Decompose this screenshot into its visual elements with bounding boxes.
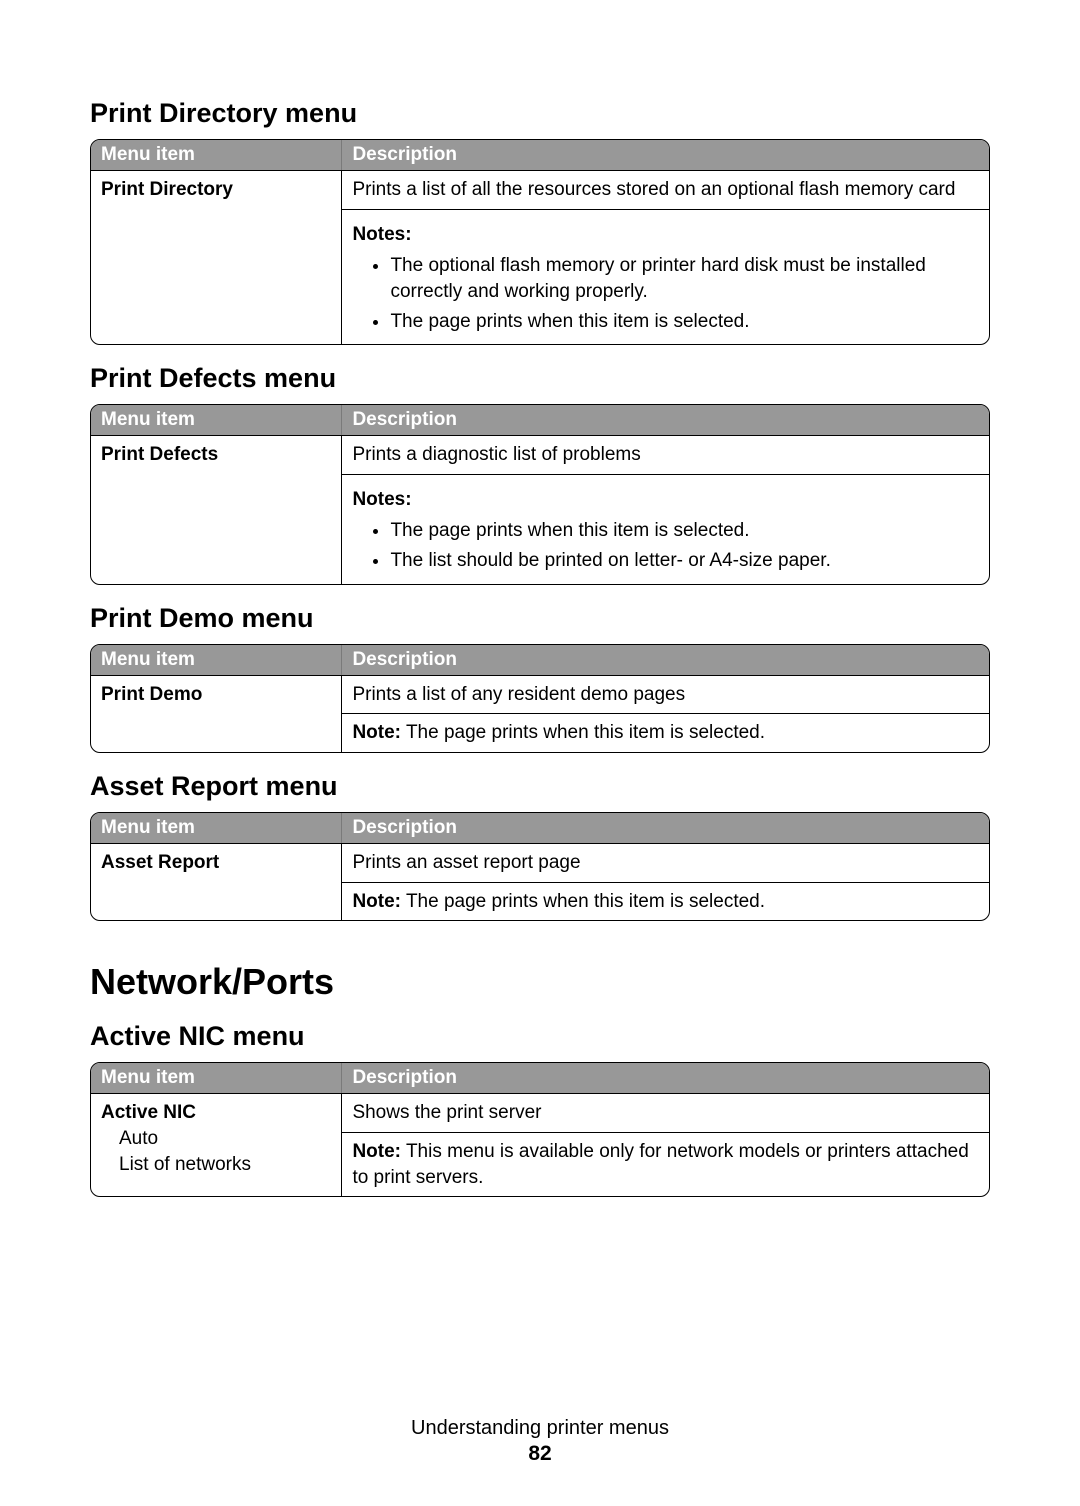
table-header-menu: Menu item [91,405,342,435]
table-header-menu: Menu item [91,813,342,843]
print-demo-item-cell: Print Demo [91,675,342,752]
print-defects-item-cell: Print Defects [91,435,342,584]
print-directory-table: Menu item Description Print Directory Pr… [90,139,990,345]
notes-label: Notes: [352,487,979,513]
print-defects-notes-list: The page prints when this item is select… [352,518,979,573]
active-nic-note-cell: Note: This menu is available only for ne… [342,1132,989,1196]
print-defects-table: Menu item Description Print Defects Prin… [90,404,990,585]
active-nic-table: Menu item Description Active NIC Auto Li… [90,1062,990,1197]
print-defects-desc: Prints a diagnostic list of problems [342,435,989,474]
print-directory-notes-cell: Notes: The optional flash memory or prin… [342,209,989,345]
note-item: The page prints when this item is select… [390,309,979,335]
print-demo-note-cell: Note: The page prints when this item is … [342,713,989,752]
active-nic-sub-list: List of networks [101,1152,331,1178]
active-nic-desc: Shows the print server [342,1093,989,1132]
table-header-menu: Menu item [91,1063,342,1093]
note-item: The optional flash memory or printer har… [390,253,979,304]
print-defects-item: Print Defects [101,444,218,465]
note-label: Note: [352,722,401,743]
print-demo-item: Print Demo [101,684,202,705]
table-header-menu: Menu item [91,140,342,170]
print-directory-item: Print Directory [101,179,233,200]
asset-report-item: Asset Report [101,852,219,873]
note-item: The list should be printed on letter- or… [390,548,979,574]
asset-report-heading: Asset Report menu [90,771,990,802]
print-defects-heading: Print Defects menu [90,363,990,394]
print-demo-table: Menu item Description Print Demo Prints … [90,644,990,753]
active-nic-note-text: This menu is available only for network … [352,1141,968,1188]
print-directory-item-cell: Print Directory [91,170,342,344]
table-header-menu: Menu item [91,645,342,675]
table-header-desc: Description [342,405,989,435]
note-label: Note: [352,891,401,912]
network-ports-heading: Network/Ports [90,961,990,1003]
note-item: The page prints when this item is select… [390,518,979,544]
print-directory-desc: Prints a list of all the resources store… [342,170,989,209]
print-demo-desc: Prints a list of any resident demo pages [342,675,989,714]
print-demo-note-text: The page prints when this item is select… [406,722,765,743]
asset-report-desc: Prints an asset report page [342,843,989,882]
table-header-desc: Description [342,140,989,170]
print-defects-notes-cell: Notes: The page prints when this item is… [342,474,989,584]
note-label: Note: [352,1141,401,1162]
table-header-desc: Description [342,813,989,843]
page-content: Print Directory menu Menu item Descripti… [0,0,1080,1506]
active-nic-sub-auto: Auto [101,1126,331,1152]
active-nic-heading: Active NIC menu [90,1021,990,1052]
table-header-desc: Description [342,1063,989,1093]
active-nic-item-cell: Active NIC Auto List of networks [91,1093,342,1196]
notes-label: Notes: [352,222,979,248]
page-number: 82 [90,1442,990,1466]
print-directory-heading: Print Directory menu [90,98,990,129]
active-nic-item: Active NIC [101,1102,196,1123]
asset-report-item-cell: Asset Report [91,843,342,920]
print-demo-heading: Print Demo menu [90,603,990,634]
footer-text: Understanding printer menus [90,1417,990,1440]
print-directory-notes-list: The optional flash memory or printer har… [352,253,979,334]
asset-report-note-cell: Note: The page prints when this item is … [342,882,989,921]
table-header-desc: Description [342,645,989,675]
asset-report-note-text: The page prints when this item is select… [406,891,765,912]
asset-report-table: Menu item Description Asset Report Print… [90,812,990,921]
